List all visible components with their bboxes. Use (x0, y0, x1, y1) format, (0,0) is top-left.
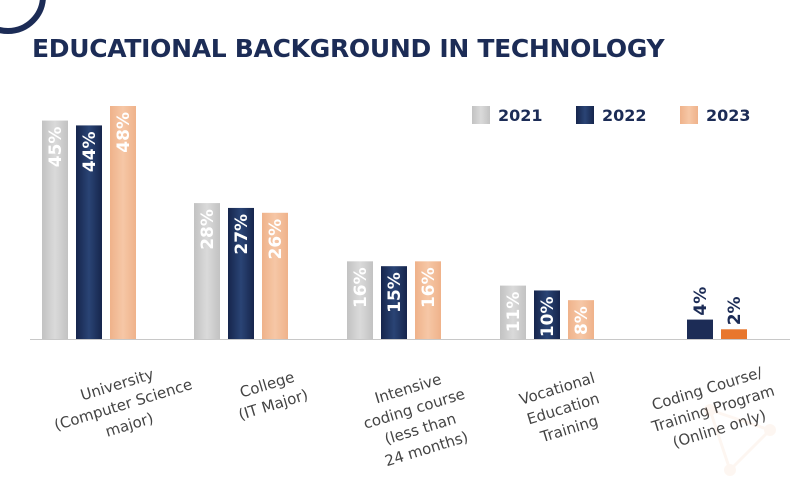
data-label-2023-cat0: 48% (114, 112, 134, 153)
legend-swatch-2021 (472, 106, 490, 124)
data-label-2023-cat3: 8% (572, 306, 592, 335)
data-label-2022-cat0: 44% (80, 131, 100, 172)
bar-2023-cat1 (262, 212, 288, 339)
bar-2022-cat4 (687, 319, 713, 339)
legend-label-2022: 2022 (602, 106, 647, 125)
bar-2022-cat3 (534, 290, 560, 339)
bar-2023-cat3 (568, 300, 594, 339)
svg-text:College(IT Major): College(IT Major) (230, 366, 310, 424)
network-watermark-icon (704, 404, 776, 476)
bar-2021-cat1 (194, 203, 220, 339)
bar-2022-cat1 (228, 207, 254, 339)
legend-swatch-2023 (680, 106, 698, 124)
data-label-2021-cat3: 11% (504, 292, 524, 333)
category-label-3: VocationalEducationTraining (517, 369, 609, 449)
data-label-2021-cat1: 28% (198, 209, 218, 250)
data-label-2022-cat1: 27% (232, 214, 252, 255)
category-label-0: University(Computer Sciencemajor) (46, 355, 201, 454)
bar-2021-cat0 (42, 120, 68, 339)
svg-text:VocationalEducationTraining: VocationalEducationTraining (517, 369, 609, 449)
data-label-2023-cat2: 16% (419, 267, 439, 308)
legend-label-2023: 2023 (706, 106, 751, 125)
bar-2023-cat0 (110, 106, 136, 339)
data-label-2023-cat1: 26% (266, 219, 286, 260)
svg-text:University(Computer Sciencemaj: University(Computer Sciencemajor) (46, 355, 201, 454)
data-label-2022-cat2: 15% (385, 272, 405, 313)
svg-text:Intensivecoding course(less th: Intensivecoding course(less than24 month… (355, 365, 479, 473)
chart-title: EDUCATIONAL BACKGROUND IN TECHNOLOGY (32, 34, 665, 63)
bar-2023-cat4 (721, 329, 747, 339)
bar-2022-cat0 (76, 125, 102, 340)
data-label-2022-cat3: 10% (538, 296, 558, 337)
data-label-2023-cat4: 2% (725, 296, 745, 325)
bar-2022-cat2 (381, 266, 407, 339)
category-label-2: Intensivecoding course(less than24 month… (355, 365, 479, 473)
bar-2023-cat2 (415, 261, 441, 339)
bar-2021-cat2 (347, 261, 373, 339)
bar-2021-cat3 (500, 285, 526, 339)
category-label-1: College(IT Major) (230, 366, 310, 424)
legend-swatch-2022 (576, 106, 594, 124)
data-label-2022-cat4: 4% (691, 287, 711, 316)
data-label-2021-cat2: 16% (351, 267, 371, 308)
legend-label-2021: 2021 (498, 106, 543, 125)
data-label-2021-cat0: 45% (46, 127, 66, 168)
